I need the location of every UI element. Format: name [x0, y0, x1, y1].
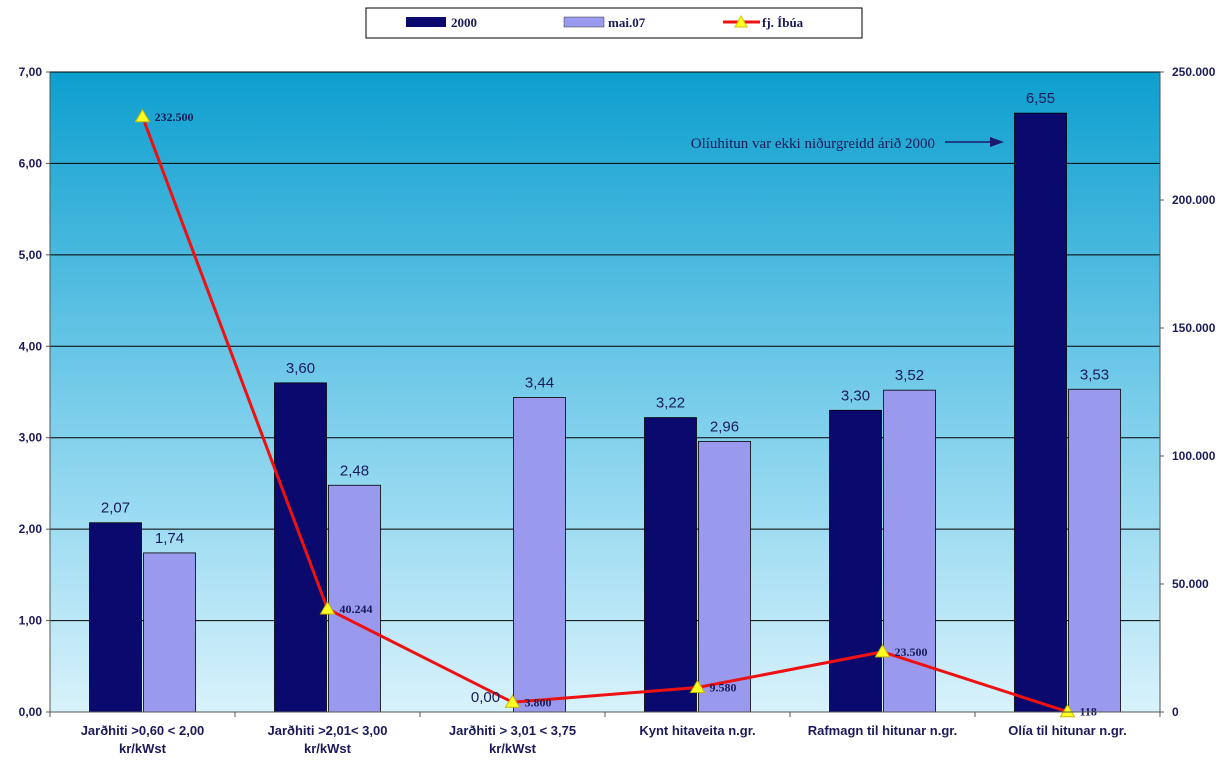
bar-2000: [829, 409, 882, 713]
line-series: [134, 108, 1076, 718]
y2-tick-label: 0: [1172, 705, 1179, 719]
bar-2000: [274, 382, 327, 713]
line-marker: [134, 108, 151, 123]
bar-mai07: [883, 389, 936, 713]
bar-value-label: 2,48: [340, 462, 369, 479]
legend: 2000 mai.07 fj. Íbúa: [365, 7, 863, 39]
axes: 0,00 1,00 2,00 3,00 4,00 5,00 6,00 7,00 0 50.000 1…: [19, 65, 1216, 756]
line-ibua: [141, 116, 1068, 714]
plot-area: [49, 71, 1161, 713]
line-marker: [504, 694, 521, 708]
bar-value-label: 6,55: [1026, 90, 1055, 107]
bar-value-label: 2,07: [101, 500, 130, 517]
annotation-arrow-head: [990, 137, 1004, 147]
data-labels: 2,07 3,60 0,00 3,22 3,30 6,55 1,74 2,48 3,44 2,96…: [101, 90, 1109, 719]
line-value-label: 40.244: [340, 602, 373, 616]
y-tick-label: 3,00: [19, 431, 43, 445]
y2-tick-label: 100.000: [1172, 449, 1216, 463]
legend-label-ibua: fj. Íbúa: [762, 15, 804, 30]
y-tick-label: 1,00: [19, 614, 43, 628]
bar-value-label: 0,00: [471, 689, 500, 706]
y2-tick-label: 250.000: [1172, 65, 1216, 79]
bar-value-label: 3,44: [525, 374, 554, 391]
line-value-label: 3.800: [525, 695, 552, 709]
category-label: kr/kWst: [119, 741, 167, 756]
bar-mai07: [513, 397, 566, 713]
bar-2000: [1014, 112, 1067, 713]
y-tick-label: 4,00: [19, 339, 43, 353]
legend-swatch-mai07: [563, 16, 605, 28]
bar-value-label: 3,53: [1080, 366, 1109, 383]
y2-tick-label: 150.000: [1172, 321, 1216, 335]
y-tick-label: 6,00: [19, 156, 43, 170]
annotation-text: Olíuhitun var ekki niðurgreidd árið 2000: [691, 136, 935, 152]
bar-value-label: 1,74: [155, 530, 184, 547]
y-tick-label: 7,00: [19, 65, 43, 79]
legend-label-mai07: mai.07: [608, 15, 646, 30]
bar-value-label: 3,22: [656, 395, 685, 412]
line-marker: [689, 679, 706, 693]
bar-value-label: 2,96: [710, 418, 739, 435]
category-label: Jarðhiti > 3,01 < 3,75: [449, 723, 576, 738]
line-marker: [874, 643, 891, 658]
y-tick-label: 2,00: [19, 522, 43, 536]
line-marker: [1059, 703, 1076, 718]
line-marker: [319, 600, 336, 615]
category-label: kr/kWst: [489, 741, 537, 756]
bar-mai07: [328, 484, 381, 713]
bar-value-label: 3,52: [895, 367, 924, 384]
line-value-label: 9.580: [710, 680, 737, 694]
bar-2000: [644, 417, 697, 713]
bar-mai07: [698, 440, 751, 713]
category-label: Olía til hitunar n.gr.: [1008, 723, 1126, 738]
category-label: Rafmagn til hitunar n.gr.: [808, 723, 958, 738]
bar-mai07: [143, 552, 196, 713]
bar-value-label: 3,60: [286, 360, 315, 377]
gridlines: [50, 71, 1160, 622]
legend-swatch-2000: [406, 17, 446, 27]
category-label: Kynt hitaveita n.gr.: [639, 723, 755, 738]
legend-box: [365, 7, 863, 39]
line-value-label: 232.500: [155, 110, 194, 124]
bars: [89, 112, 1121, 713]
category-label: kr/kWst: [304, 741, 352, 756]
category-label: Jarðhiti >0,60 < 2,00: [81, 723, 205, 738]
bar-value-label: 3,30: [841, 387, 870, 404]
bar-mai07: [1068, 388, 1121, 713]
annotation: Olíuhitun var ekki niðurgreidd árið 2000: [691, 136, 1004, 152]
legend-marker-ibua: [734, 14, 748, 28]
y2-tick-label: 200.000: [1172, 193, 1216, 207]
y2-tick-label: 50.000: [1172, 577, 1209, 591]
line-value-label: 23.500: [895, 645, 928, 659]
bar-2000: [89, 522, 142, 713]
y-tick-label: 0,00: [19, 705, 43, 719]
y-tick-label: 5,00: [19, 248, 43, 262]
category-label: Jarðhiti >2,01< 3,00: [268, 723, 388, 738]
legend-label-2000: 2000: [451, 15, 477, 30]
